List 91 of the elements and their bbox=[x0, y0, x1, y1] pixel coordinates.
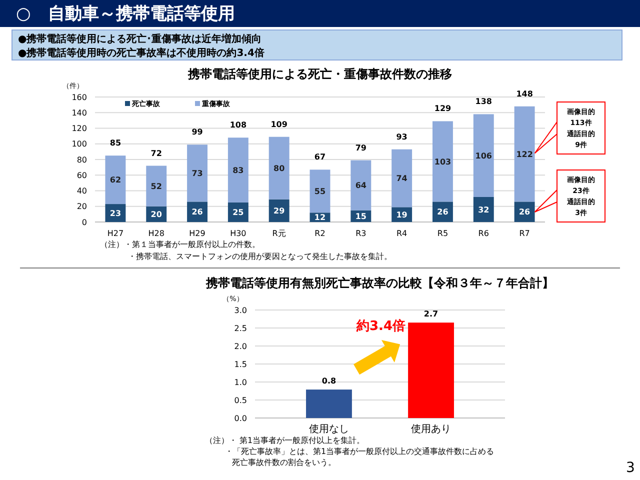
x-tick-label: R6 bbox=[478, 229, 489, 238]
bar bbox=[146, 166, 167, 206]
x-tick-label: H29 bbox=[189, 229, 206, 238]
total-label: 109 bbox=[270, 120, 288, 129]
bar bbox=[514, 106, 535, 202]
x-tick-label: R7 bbox=[519, 229, 530, 238]
total-label: 99 bbox=[192, 128, 204, 137]
x-tick-label: H30 bbox=[230, 229, 246, 238]
bar bbox=[473, 197, 494, 222]
data-label: 74 bbox=[396, 174, 408, 184]
y-tick-label: 3.0 bbox=[234, 306, 247, 315]
y-tick-label: 1.5 bbox=[234, 360, 247, 369]
y-tick-label: 0 bbox=[82, 218, 87, 227]
y-tick-label: 2.0 bbox=[234, 342, 247, 351]
data-label: 26 bbox=[192, 208, 204, 217]
data-label: 122 bbox=[516, 150, 533, 159]
x-tick-label: R元 bbox=[272, 229, 286, 238]
x-tick-label: R5 bbox=[437, 229, 448, 238]
bar bbox=[228, 138, 248, 202]
x-tick-label: 使用あり bbox=[411, 424, 452, 435]
text: ・携帯電話、スマートフォンの使用が要因となって発生した事故を集計。 bbox=[128, 252, 392, 261]
bar bbox=[310, 170, 330, 213]
y-tick-label: 0.0 bbox=[234, 414, 247, 423]
chart-title: 携帯電話等使用有無別死亡事故率の比較【令和３年～７年合計】 bbox=[205, 276, 554, 290]
data-label: 52 bbox=[150, 182, 162, 191]
data-label: 32 bbox=[478, 205, 490, 214]
text: ・「死亡事故率」とは、第1当事者が一般原付以上の交通事故件数に占める bbox=[225, 447, 494, 456]
bar bbox=[432, 202, 453, 222]
y-tick-label: 1.0 bbox=[234, 378, 247, 387]
y-tick-label: 120 bbox=[72, 124, 87, 134]
text: ○ 自動車～携帯電話等使用 bbox=[16, 4, 235, 24]
data-label: 26 bbox=[437, 208, 449, 217]
text: （注）・ 第1当事者が一般原付以上を集計。 bbox=[205, 436, 365, 445]
x-tick-label: R4 bbox=[396, 229, 408, 238]
chart-title: 携帯電話等使用による死亡・重傷事故件数の推移 bbox=[187, 67, 452, 81]
bar bbox=[187, 144, 208, 202]
total-label: 93 bbox=[396, 132, 408, 142]
text: ●携帯電話等使用時の死亡事故率は不使用時の約3.4倍 bbox=[18, 47, 264, 59]
data-label: 29 bbox=[274, 206, 286, 216]
total-label: 72 bbox=[150, 148, 162, 158]
x-tick-label: R2 bbox=[314, 229, 326, 238]
data-label: 106 bbox=[475, 151, 492, 160]
data-label: 83 bbox=[232, 166, 244, 175]
data-label: 12 bbox=[314, 213, 326, 222]
data-label: 73 bbox=[192, 168, 203, 178]
total-label: 85 bbox=[110, 138, 122, 148]
x-tick-label: R3 bbox=[356, 229, 366, 238]
total-label: 79 bbox=[355, 143, 367, 152]
text: 死亡事故件数の割合をいう。 bbox=[232, 458, 336, 467]
data-label: 15 bbox=[355, 212, 367, 221]
bar bbox=[187, 202, 208, 222]
y-tick-label: 80 bbox=[76, 155, 87, 164]
data-label: 23 bbox=[110, 208, 122, 218]
data-label: 19 bbox=[396, 210, 408, 220]
data-label: 103 bbox=[434, 157, 452, 166]
data-label: 2.7 bbox=[424, 310, 438, 319]
y-tick-label: 0.5 bbox=[234, 396, 247, 405]
bar bbox=[473, 114, 494, 197]
y-tick-label: 2.5 bbox=[234, 324, 247, 333]
text: 3 bbox=[626, 460, 635, 476]
total-label: 138 bbox=[475, 97, 492, 106]
data-label: 25 bbox=[232, 208, 244, 218]
bar bbox=[105, 156, 126, 204]
data-label: 55 bbox=[314, 186, 326, 196]
total-label: 108 bbox=[230, 120, 247, 130]
y-tick-label: 140 bbox=[72, 108, 87, 118]
data-label: 20 bbox=[150, 210, 162, 219]
data-label: 64 bbox=[355, 181, 367, 190]
total-label: 67 bbox=[314, 152, 326, 162]
data-label: 80 bbox=[274, 164, 286, 173]
text: （注）・第１当事者が一般原付以上の件数。 bbox=[100, 240, 260, 249]
data-label: 0.8 bbox=[322, 376, 336, 386]
y-tick-label: 60 bbox=[76, 170, 87, 180]
bar bbox=[268, 136, 290, 200]
data-label: 62 bbox=[110, 176, 122, 185]
bar bbox=[350, 160, 372, 210]
total-label: 129 bbox=[434, 104, 452, 114]
x-tick-label: H28 bbox=[148, 229, 164, 238]
y-tick-label: 40 bbox=[76, 186, 87, 196]
text: ●携帯電話等使用による死亡･重傷事故は近年増加傾向 bbox=[18, 33, 262, 45]
x-tick-label: 使用なし bbox=[308, 424, 349, 435]
bar bbox=[268, 199, 290, 222]
bar bbox=[432, 121, 453, 202]
y-tick-label: 160 bbox=[72, 92, 87, 102]
data-label: 26 bbox=[518, 208, 531, 217]
y-tick-label: 20 bbox=[76, 202, 87, 212]
annotation: 約3.4倍 bbox=[356, 318, 406, 334]
x-tick-label: H27 bbox=[107, 229, 124, 238]
bar bbox=[392, 149, 412, 208]
total-label: 148 bbox=[516, 89, 534, 98]
y-tick-label: 100 bbox=[72, 140, 87, 149]
